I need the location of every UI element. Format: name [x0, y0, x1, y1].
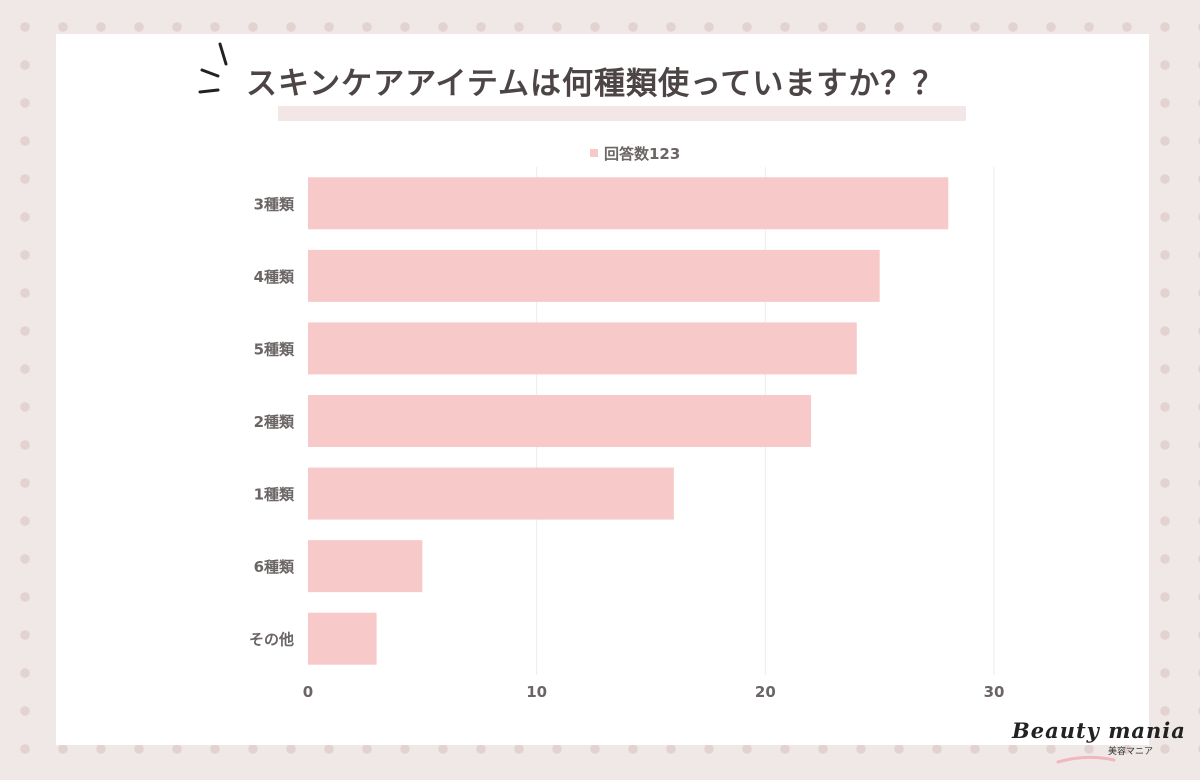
brand-logo: Beauty mania 美容マニア — [1012, 718, 1185, 768]
logo-text: Beauty mania — [1012, 718, 1186, 743]
legend-label: 回答数123 — [604, 144, 681, 163]
category-label: 3種類 — [254, 195, 295, 213]
legend: 回答数123 — [590, 144, 681, 163]
category-label: 2種類 — [254, 413, 295, 431]
category-label: 6種類 — [254, 558, 295, 576]
chart-title: スキンケアアイテムは何種類使っていますか？？ — [246, 66, 945, 102]
bar — [308, 540, 423, 593]
logo-swoosh — [1056, 755, 1116, 764]
x-tick-label: 20 — [755, 683, 776, 701]
category-label: 5種類 — [254, 340, 295, 358]
bar — [308, 322, 857, 375]
bar — [308, 249, 880, 302]
sparkle-icon — [198, 42, 228, 94]
logo-subtext: 美容マニア — [1108, 747, 1154, 757]
category-label: 4種類 — [254, 268, 295, 286]
bar — [308, 467, 674, 520]
bar — [308, 395, 812, 447]
bar — [308, 612, 377, 665]
x-tick-label: 0 — [303, 683, 313, 701]
x-tick-label: 30 — [984, 683, 1005, 701]
title-underline — [278, 106, 966, 121]
legend-swatch — [590, 149, 598, 157]
x-tick-label: 10 — [526, 683, 547, 701]
category-label: 1種類 — [254, 486, 295, 504]
category-label: その他 — [249, 631, 294, 649]
chart-card — [56, 34, 1149, 745]
bar — [308, 177, 949, 230]
